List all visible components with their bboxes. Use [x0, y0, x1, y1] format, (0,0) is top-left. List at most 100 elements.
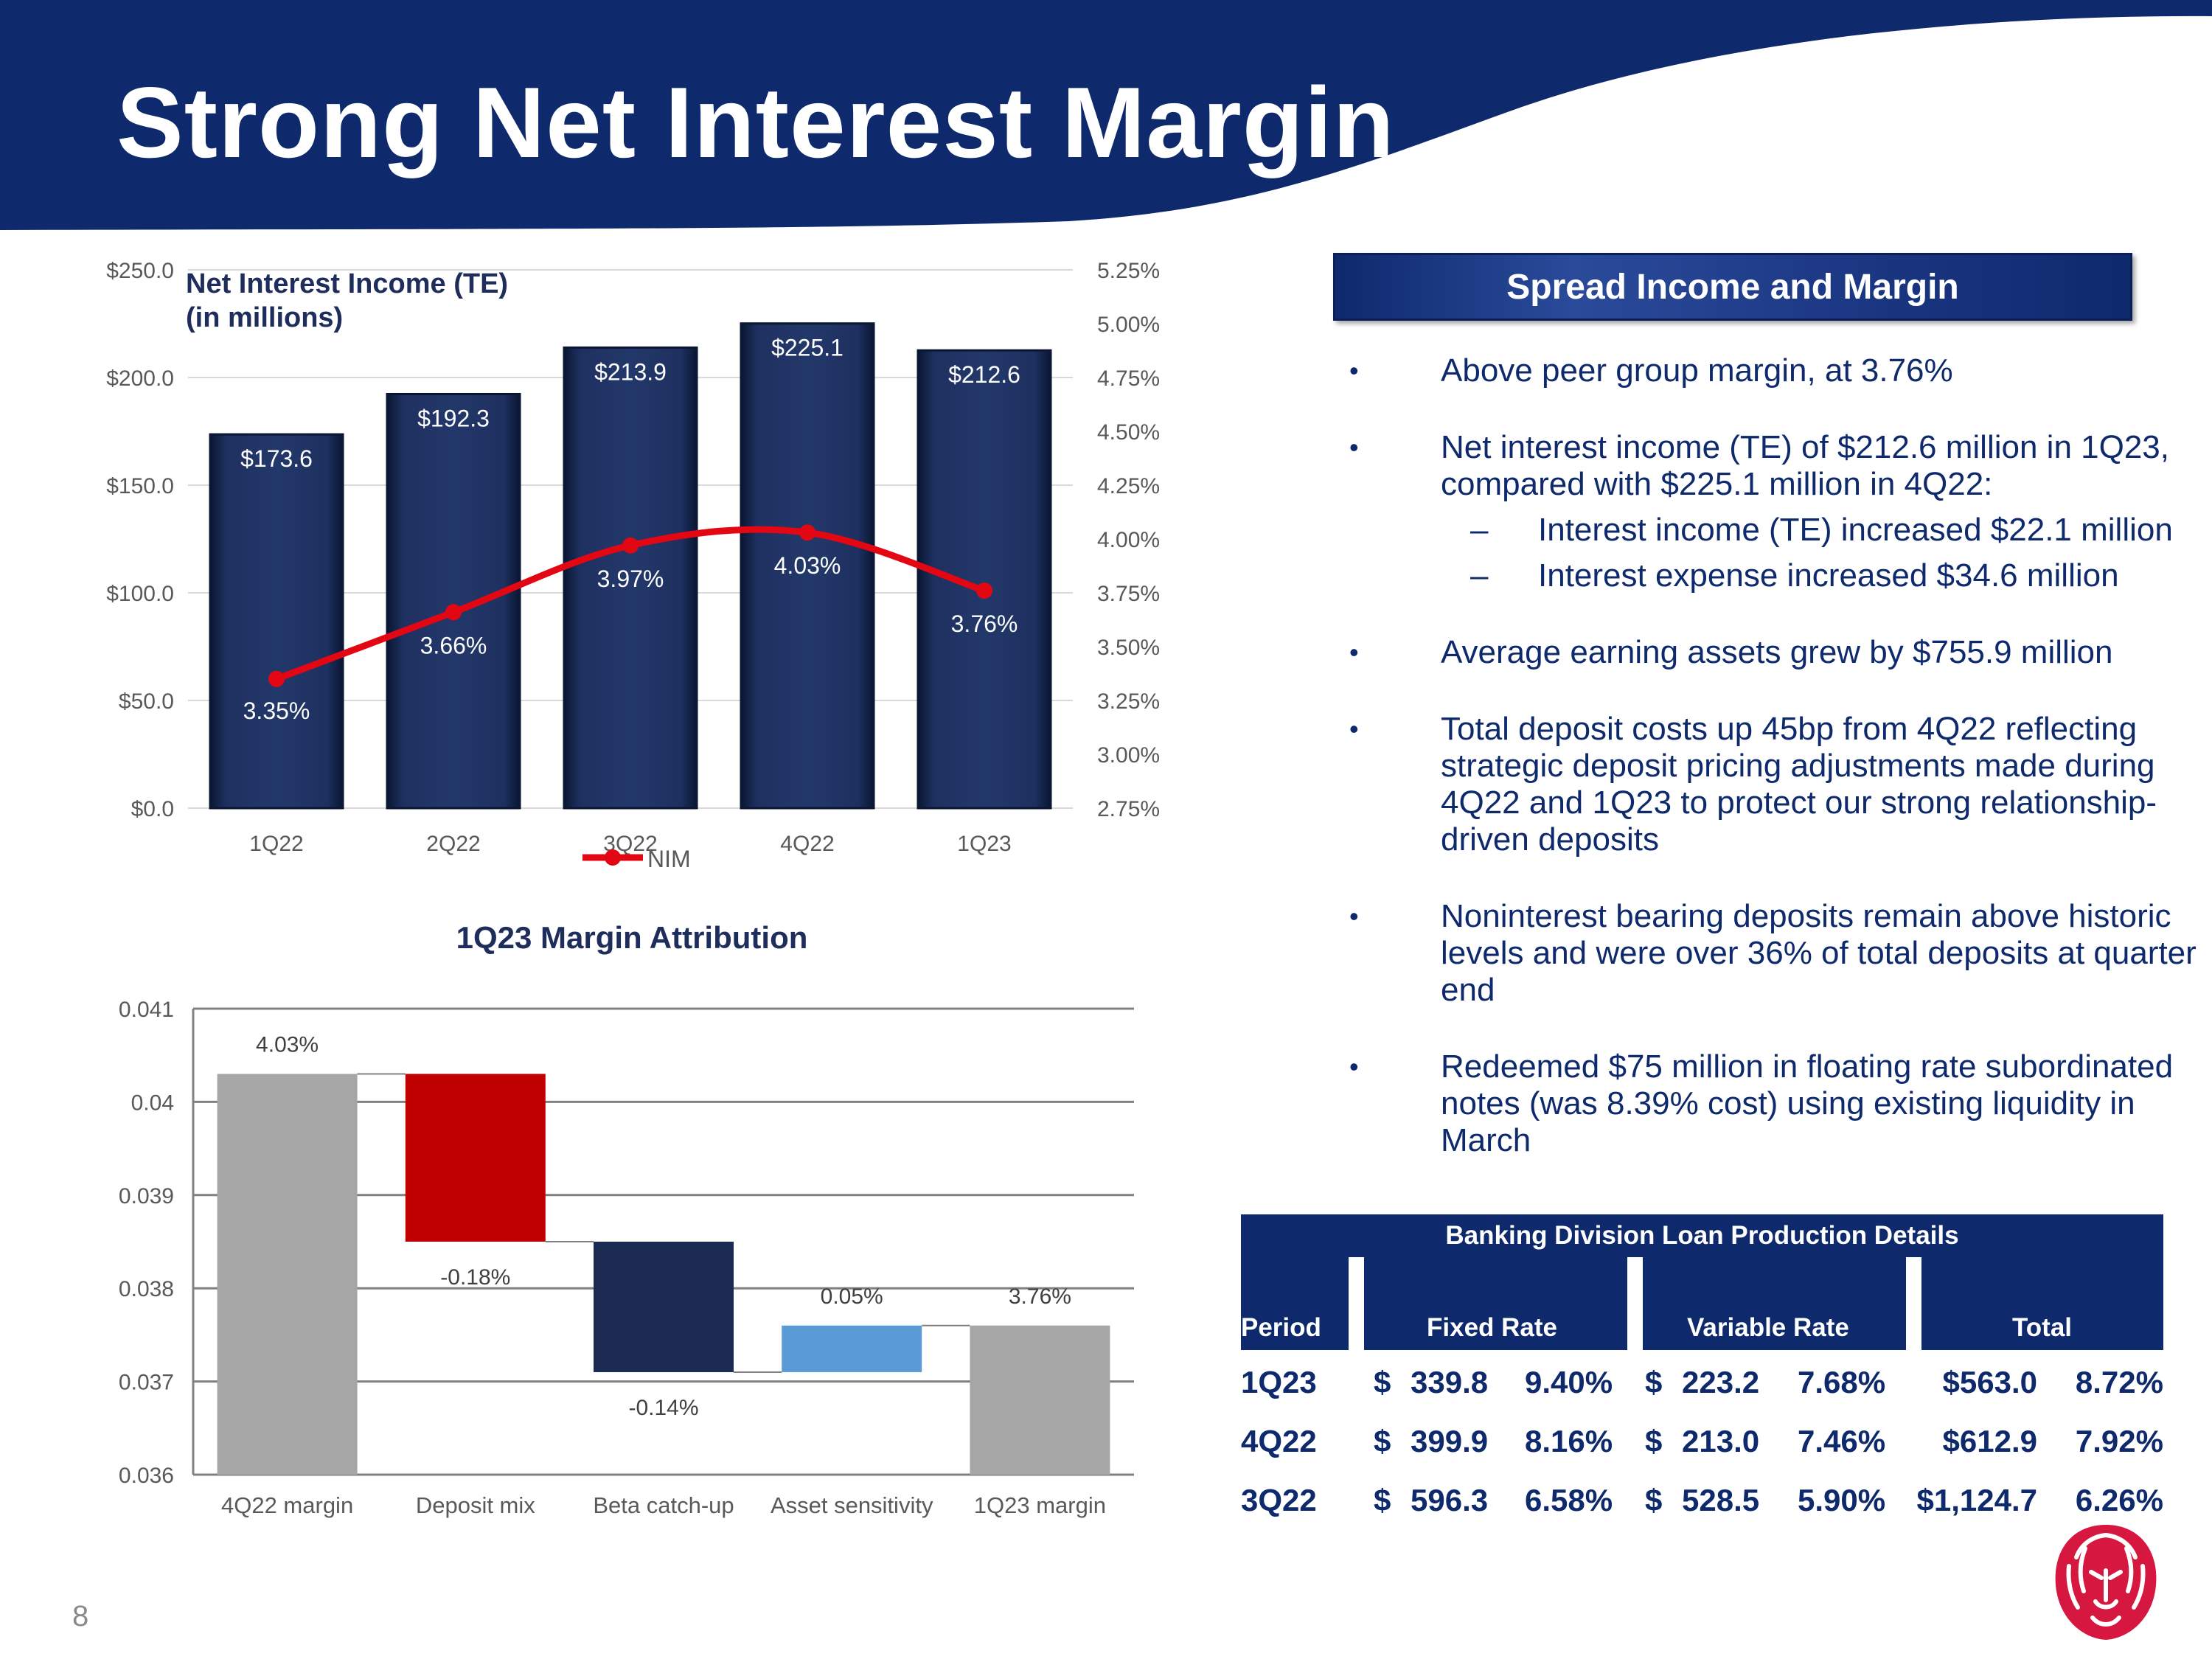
loan-cell-fixed-sym: $: [1374, 1483, 1391, 1517]
nii-left-axis-tick: $50.0: [119, 689, 174, 714]
loan-cell-var-amt: 213.0: [1682, 1424, 1760, 1458]
header-fixed-rate: Fixed Rate: [1364, 1257, 1627, 1350]
attribution-bar: [594, 1242, 734, 1372]
spread-bullet-list: • Above peer group margin, at 3.76% • Net …: [1349, 352, 2197, 1199]
sub-bullet-item: – Interest income (TE) increased $22.1 mi…: [1349, 512, 2197, 549]
sub-bullet-dash: –: [1470, 557, 1489, 594]
nii-bar-value-label: $213.9: [594, 358, 667, 385]
attribution-y-tick: 0.039: [119, 1184, 174, 1208]
attribution-x-tick-label: Beta catch-up: [593, 1492, 734, 1518]
nii-bar: [917, 349, 1052, 810]
loan-cell-var-rate: 5.90%: [1798, 1483, 1886, 1517]
nim-legend-label: NIM: [647, 846, 691, 872]
nii-right-axis-tick: 4.00%: [1097, 528, 1160, 552]
bullet-item: • Total deposit costs up 45bp from 4Q22 r…: [1349, 711, 2197, 858]
nim-value-label: 3.66%: [420, 632, 487, 658]
attribution-bar: [217, 1074, 358, 1475]
nii-right-axis-tick: 5.25%: [1097, 259, 1160, 283]
bullet-item: • Net interest income (TE) of $212.6 mill…: [1349, 429, 2197, 594]
loan-cell-fixed-rate: 9.40%: [1525, 1365, 1613, 1399]
nii-bar: [386, 392, 521, 810]
bullet-text: Total deposit costs up 45bp from 4Q22 re…: [1441, 711, 2157, 858]
header-wave: [0, 0, 2212, 230]
bullet-text: Average earning assets grew by $755.9 mi…: [1441, 634, 2113, 670]
nii-right-axis-tick: 4.25%: [1097, 474, 1160, 498]
header-band: [0, 0, 2212, 230]
bullet-item: • Noninterest bearing deposits remain abo…: [1349, 898, 2197, 1009]
margin-attribution-chart: 0.036 0.037 0.038 0.039 0.04 0.041 4.03% 4Q22 …: [119, 920, 1134, 1518]
attribution-bar: [405, 1074, 546, 1242]
bullet-dot: •: [1349, 355, 1359, 386]
attribution-x-tick-label: 1Q23 margin: [974, 1492, 1106, 1518]
lion-logo-icon: [2055, 1525, 2157, 1640]
sub-bullet-text: Interest income (TE) increased $22.1 mil…: [1538, 512, 2173, 548]
loan-cell-period: 3Q22: [1241, 1483, 1317, 1517]
nii-right-axis-tick: 3.50%: [1097, 636, 1160, 660]
loan-cell-period: 4Q22: [1241, 1424, 1317, 1458]
attribution-value-label: -0.14%: [628, 1396, 698, 1420]
attribution-value-label: 3.76%: [1009, 1284, 1071, 1309]
loan-cell-var-amt: 528.5: [1682, 1483, 1760, 1517]
nii-right-axis-tick: 3.25%: [1097, 689, 1160, 714]
nii-x-tick-label: 4Q22: [780, 832, 834, 856]
nii-chart: $0.0 $50.0 $100.0 $150.0 $200.0 $250.0 2.75% 3.…: [106, 259, 1160, 872]
loan-table-header-row: Period Fixed Rate Variable Rate Total: [1241, 1257, 2163, 1350]
nii-left-axis-tick: $200.0: [106, 366, 174, 391]
nii-x-tick-label: 2Q22: [426, 832, 480, 856]
nim-value-label: 3.35%: [243, 698, 310, 724]
loan-cell-fixed-rate: 8.16%: [1525, 1424, 1613, 1458]
nim-point: [268, 670, 285, 687]
bullet-dot: •: [1349, 901, 1359, 931]
nii-x-tick-label: 1Q23: [957, 832, 1011, 856]
bullet-item: • Average earning assets grew by $755.9 m…: [1349, 634, 2197, 671]
header-variable-rate: Variable Rate: [1643, 1257, 1906, 1350]
attribution-y-tick: 0.04: [131, 1091, 174, 1115]
bullet-item: • Redeemed $75 million in floating rate s…: [1349, 1048, 2197, 1159]
loan-cell-total-rate: 7.92%: [2075, 1424, 2163, 1458]
bullet-dot: •: [1349, 1051, 1359, 1082]
nim-point: [622, 537, 639, 554]
loan-table-title: Banking Division Loan Production Details: [1241, 1214, 2163, 1257]
loan-cell-total-amt: $1,124.7: [1916, 1483, 2038, 1517]
spread-income-header: Spread Income and Margin: [1333, 253, 2132, 321]
attribution-bar: [782, 1325, 922, 1372]
nim-value-label: 3.76%: [951, 611, 1018, 637]
attribution-y-tick: 0.038: [119, 1277, 174, 1301]
attribution-value-label: -0.18%: [440, 1265, 510, 1290]
nii-left-axis-tick: $0.0: [131, 797, 174, 821]
attribution-value-label: 0.05%: [821, 1284, 883, 1309]
loan-cell-fixed-amt: 339.8: [1411, 1365, 1489, 1399]
loan-cell-var-sym: $: [1645, 1483, 1663, 1517]
loan-cell-total-rate: 6.26%: [2075, 1483, 2163, 1517]
nim-point: [976, 582, 992, 599]
nii-left-axis-tick: $150.0: [106, 474, 174, 498]
nii-bar: [740, 322, 875, 810]
nii-x-tick-label: 1Q22: [249, 832, 303, 856]
bullet-dot: •: [1349, 432, 1359, 462]
nii-right-axis-tick: 2.75%: [1097, 797, 1160, 821]
attribution-y-tick: 0.037: [119, 1371, 174, 1395]
loan-table-row: 1Q23 $339.8 9.40% $223.2 7.68% $563.0 8.72%: [1241, 1350, 2163, 1409]
loan-cell-total-amt: $612.9: [1942, 1424, 2037, 1458]
nii-bar: [563, 346, 698, 810]
nii-bar-value-label: $173.6: [240, 445, 313, 472]
loan-cell-period: 1Q23: [1241, 1365, 1317, 1399]
nim-point: [445, 604, 462, 621]
loan-cell-fixed-rate: 6.58%: [1525, 1483, 1613, 1517]
header-total: Total: [1921, 1257, 2163, 1350]
loan-cell-var-rate: 7.68%: [1798, 1365, 1886, 1399]
attribution-x-tick-label: Deposit mix: [416, 1492, 535, 1518]
attribution-value-label: 4.03%: [256, 1032, 319, 1057]
attribution-y-tick: 0.041: [119, 998, 174, 1022]
nii-right-axis-tick: 4.50%: [1097, 420, 1160, 445]
header-period: Period: [1241, 1257, 1349, 1350]
loan-table-row: 3Q22 $596.3 6.58% $528.5 5.90% $1,124.7 6.26%: [1241, 1468, 2163, 1527]
bullet-item: • Above peer group margin, at 3.76%: [1349, 352, 2197, 389]
attribution-bar: [970, 1325, 1110, 1475]
loan-table-row: 4Q22 $399.9 8.16% $213.0 7.46% $612.9 7.92%: [1241, 1409, 2163, 1468]
nii-right-axis-tick: 5.00%: [1097, 313, 1160, 337]
nii-bar-value-label: $212.6: [948, 361, 1020, 388]
loan-cell-fixed-amt: 399.9: [1411, 1424, 1489, 1458]
nim-value-label: 3.97%: [597, 566, 664, 592]
loan-cell-var-amt: 223.2: [1682, 1365, 1760, 1399]
